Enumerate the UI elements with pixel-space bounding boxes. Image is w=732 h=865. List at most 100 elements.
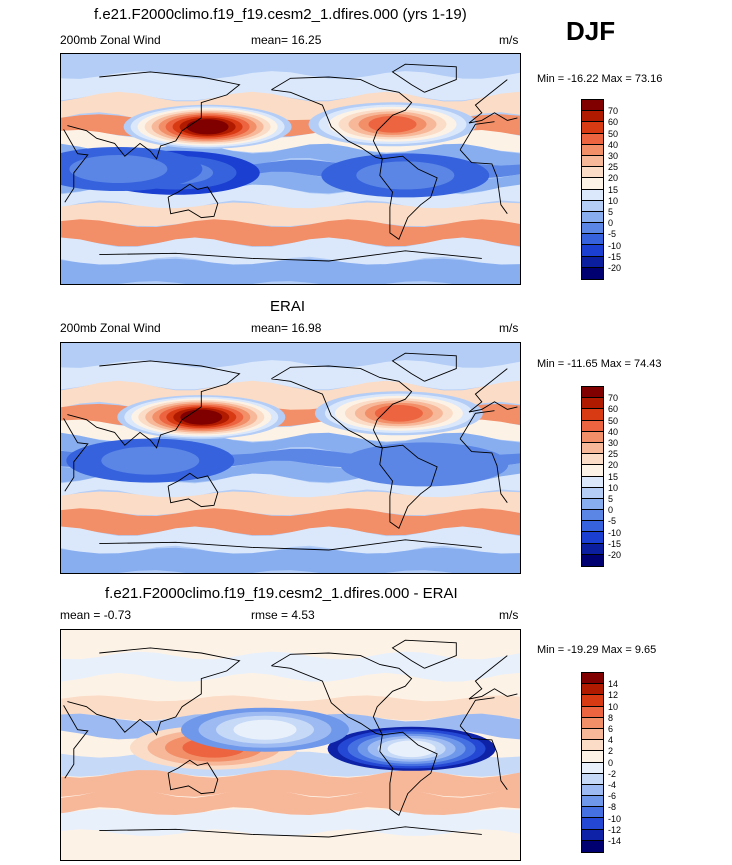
colorbar-label: 20	[608, 173, 619, 184]
colorbar-label: 0	[608, 505, 614, 516]
colorbar-swatch	[582, 144, 603, 156]
colorbar-swatch	[582, 807, 603, 819]
panel-2-units: m/s	[499, 321, 519, 335]
coastline-3-0	[271, 76, 413, 160]
panel-1-mean: mean= 16.25	[251, 33, 322, 47]
coastline-0-2	[468, 401, 518, 413]
coastline-2-0	[167, 472, 219, 508]
lat-band-60	[61, 651, 520, 682]
colorbar-label: -5	[608, 516, 617, 527]
colorbar-swatch	[582, 532, 603, 544]
colorbar-swatch	[582, 498, 603, 511]
coastline-0-2	[468, 688, 518, 700]
colorbar-swatch	[582, 796, 603, 808]
colorbar-label: 14	[608, 679, 619, 690]
colorbar-label: -2	[608, 768, 617, 779]
colorbar-swatch	[582, 267, 603, 279]
coastline-5-0	[391, 352, 457, 382]
colorbar-swatch	[582, 476, 603, 488]
lat-band-10	[61, 432, 520, 457]
feature-east-asian-jet-level-70	[180, 409, 223, 425]
panel-2-minmax: Min = -11.65 Max = 74.43	[537, 358, 662, 370]
colorbar-swatch	[582, 256, 603, 268]
colorbar-label: 70	[608, 393, 619, 404]
coastline-0-0	[468, 655, 508, 700]
coastline-0-0	[468, 368, 508, 413]
colorbar-label: 25	[608, 162, 619, 173]
coastline-6-1	[99, 252, 253, 259]
colorbar-swatch	[582, 751, 603, 763]
colorbar-swatch	[582, 387, 603, 399]
colorbar-swatch	[582, 111, 603, 123]
coastline-4-0	[379, 444, 438, 529]
panel-3-rmse: rmse = 4.53	[251, 608, 315, 622]
colorbar-swatch	[582, 133, 603, 145]
colorbar-label: -10	[608, 240, 622, 251]
colorbar-label: 25	[608, 449, 619, 460]
colorbar-swatch	[582, 684, 603, 696]
coastline-1-2	[459, 725, 508, 790]
colorbar-swatch	[582, 442, 603, 455]
colorbar-label: 5	[608, 494, 614, 504]
coastline-5-0	[391, 63, 457, 93]
feature-indian-ocean-easterlies-level--5	[69, 155, 168, 183]
feature-tropical-pacific-negative-level--2	[233, 719, 297, 740]
colorbar-swatch	[582, 554, 603, 566]
colorbar-label: 40	[608, 139, 619, 150]
colorbar-label: -10	[608, 813, 622, 824]
colorbar-swatch	[582, 818, 603, 830]
panel-2-left-label: 200mb Zonal Wind	[60, 321, 161, 335]
colorbar-label: 6	[608, 724, 614, 734]
colorbar-swatch	[582, 543, 603, 555]
feature-south-america-easterlies-level--5	[340, 442, 509, 487]
colorbar-swatch	[582, 762, 603, 774]
coastline-4-0	[379, 155, 438, 240]
colorbar-swatch	[582, 200, 603, 212]
feature-east-asian-jet-level-70	[186, 119, 229, 135]
coastline-4-0	[379, 731, 438, 816]
colorbar-swatch	[582, 100, 603, 112]
colorbar-label: -8	[608, 802, 617, 813]
lat-band--65	[61, 237, 520, 267]
lat-band-28	[61, 695, 520, 721]
colorbar-label: 0	[608, 218, 614, 229]
colorbar-label: -20	[608, 263, 622, 273]
colorbar-label: 8	[608, 712, 614, 723]
coastline-3-0	[271, 365, 413, 449]
coastline-1-1	[63, 129, 89, 203]
lat-band-65	[61, 71, 520, 101]
colorbar-swatch	[582, 122, 603, 134]
colorbar-swatch	[582, 487, 603, 499]
colorbar-label: -6	[608, 791, 617, 802]
coastline-6-0	[252, 250, 482, 262]
colorbar-swatch	[582, 454, 603, 466]
colorbar-swatch	[582, 521, 603, 533]
colorbar-label: 5	[608, 207, 614, 217]
lat-band--35	[61, 491, 520, 516]
lat-band--45	[61, 788, 520, 817]
colorbar-swatch	[582, 717, 603, 729]
coastline-1-0	[459, 697, 495, 727]
colorbar-label: -12	[608, 824, 622, 835]
lat-band--30	[61, 770, 520, 797]
colorbar-swatch	[582, 784, 603, 797]
lat-band--78	[61, 829, 520, 860]
lat-band-10	[61, 143, 520, 168]
lat-band--65	[61, 526, 520, 556]
coastline-3-0	[271, 652, 413, 736]
colorbar-label: 10	[608, 482, 619, 493]
panel-1-map	[60, 53, 521, 285]
panel-2-map	[60, 342, 521, 574]
coastline-6-0	[252, 826, 482, 838]
colorbar-label: -5	[608, 229, 617, 240]
colorbar-label: 60	[608, 117, 619, 128]
colorbar-label: -20	[608, 550, 622, 560]
season-label: DJF	[566, 16, 616, 46]
colorbar-label: 12	[608, 690, 619, 701]
coastline-5-0	[391, 639, 457, 669]
panel-3-colorbar	[581, 672, 604, 853]
colorbar-swatch	[582, 773, 603, 785]
panel-1-colorbar	[581, 99, 604, 280]
coastline-1-2	[459, 149, 508, 214]
colorbar-swatch	[582, 728, 603, 741]
